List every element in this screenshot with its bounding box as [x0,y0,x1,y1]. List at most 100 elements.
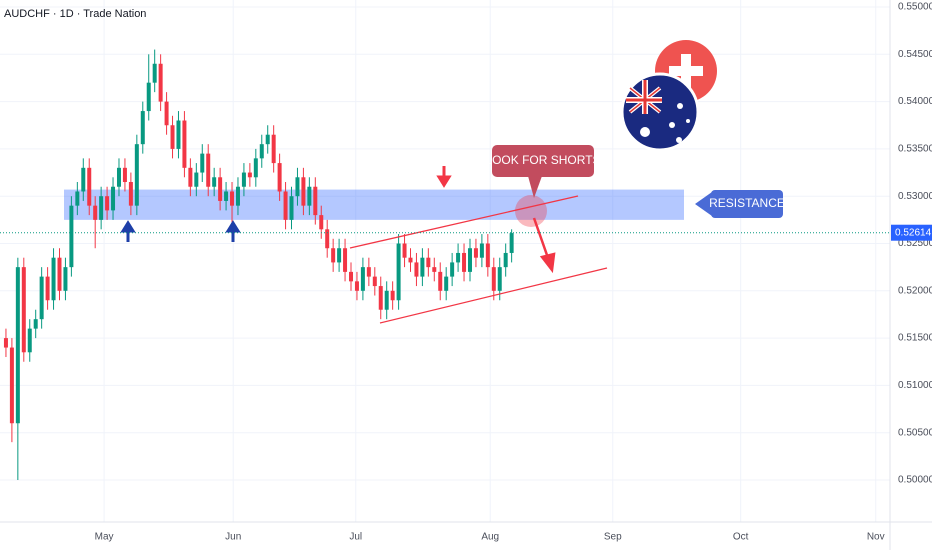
star [677,103,683,109]
candle-body [259,144,264,159]
candle-body [289,196,294,220]
candle-body [396,243,401,301]
resistance-zone [64,189,684,220]
candle-body [450,262,455,277]
candle-body [277,163,282,192]
candle-body [15,267,20,424]
candle-body [176,120,181,149]
candle-body [116,167,121,187]
candle-body [378,286,383,310]
candle-body [230,191,235,206]
x-tick-label: Sep [604,532,622,543]
candle-body [295,177,300,197]
candle-body [420,257,425,277]
x-tick-label: Nov [867,532,885,543]
candle-body [402,243,407,258]
candle-body [134,144,139,206]
candle-body [235,186,240,206]
channel-lower [379,267,608,324]
y-tick-label: 0.55000 [898,2,932,13]
candle-body [509,233,514,253]
candle-body [426,257,431,268]
candle-body [128,182,133,206]
candle-body [45,276,50,301]
candle-body [438,271,443,291]
candle-body [182,120,187,168]
candle-body [158,63,163,102]
candle-body [21,267,26,353]
highlight-circle [515,195,547,227]
candle-body [473,248,478,258]
candle-body [307,186,312,206]
candle-body [343,248,348,272]
candle-body [39,276,44,320]
candle-body [384,290,389,310]
candle-body [51,257,56,301]
candle-body [122,167,127,183]
candle-body [503,252,508,268]
y-tick-label: 0.54000 [898,96,932,107]
star [676,137,682,143]
candle-body [479,243,484,258]
last-price-box [891,224,932,241]
candle-body [99,196,104,220]
label-pointer [695,192,712,216]
candle-body [301,177,306,206]
candle-body [164,101,169,126]
star [640,127,650,137]
candle-body [408,257,413,263]
candle-body [325,229,330,249]
candle-body [331,248,336,263]
y-tick-label: 0.50500 [898,427,932,438]
candle-body [57,257,62,291]
y-tick-label: 0.51500 [898,333,932,344]
label-box [711,190,783,218]
x-tick-label: Jul [349,532,362,543]
candle-body [224,191,229,201]
y-tick-label: 0.54500 [898,49,932,60]
down-arrow [436,166,452,188]
candle-body [491,267,496,291]
candle-body [337,248,342,263]
candle-body [467,248,472,272]
candle-body [111,186,116,211]
zone-layer [64,189,684,220]
candle-body [9,347,14,424]
candle-body [360,267,365,291]
candle-body [271,134,276,164]
candle-body [319,215,324,230]
up-arrow [225,220,241,242]
chart-title: AUDCHF · 1D · Trade Nation [4,8,146,20]
candle-body [313,186,318,216]
candle-body [485,243,490,268]
candle-body [497,267,502,291]
candle-body [390,290,395,301]
candle-body [354,281,359,291]
candle-body [444,276,449,291]
y-tick-label: 0.52500 [898,238,932,249]
candle-body [212,177,217,187]
candle-body [414,262,419,277]
candle-body [105,196,110,211]
x-tick-label: Aug [481,532,499,543]
channel-upper [349,195,579,249]
candle-body [265,134,270,145]
y-tick-label: 0.51000 [898,380,932,391]
resistance-text: RESISTANCE [709,196,785,210]
candle-body [87,167,92,206]
candle-body [241,172,246,187]
union-jack [626,80,662,114]
y-tick-label: 0.53500 [898,144,932,155]
y-tick-label: 0.50000 [898,475,932,486]
star [669,122,675,128]
candle-body [200,153,205,173]
candle-body [194,172,199,187]
x-tick-label: May [95,532,114,543]
callout-pointer [528,176,542,198]
candle-body [140,111,145,145]
star [686,119,690,123]
candle-body [33,319,38,329]
